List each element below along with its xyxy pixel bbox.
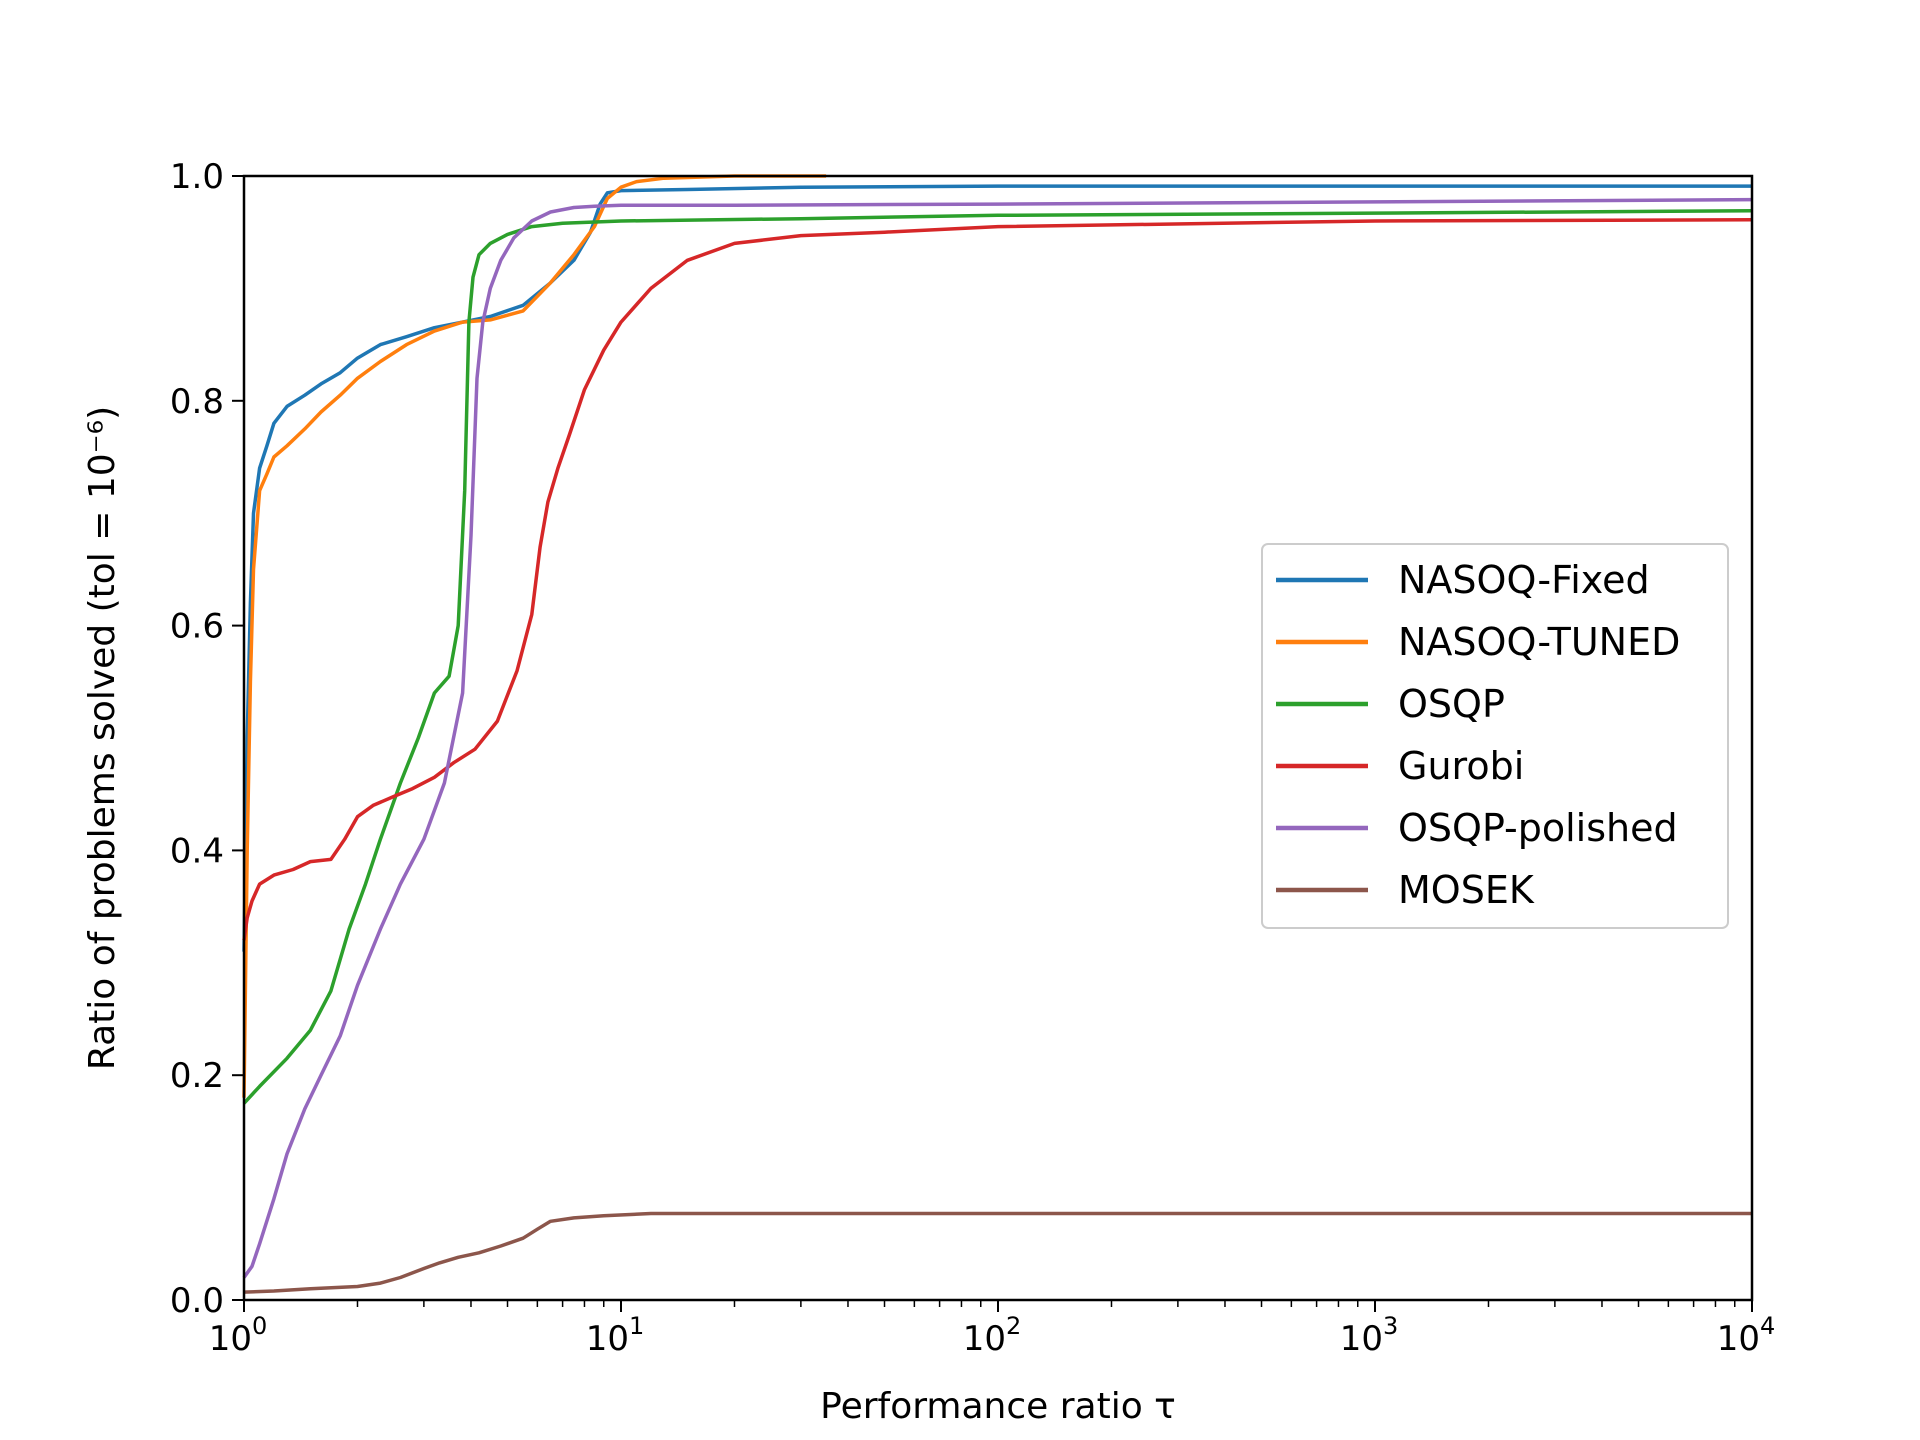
series-line-2	[242, 209, 1753, 1105]
y-tick-label-5: 1.0	[170, 157, 224, 197]
legend: NASOQ-Fixed NASOQ-TUNED OSQP Gurobi OSQP-pol…	[1261, 543, 1729, 929]
x-tick-base: 10	[1340, 1319, 1383, 1359]
series-line-1	[242, 174, 827, 1098]
x-tick-base: 10	[1717, 1319, 1760, 1359]
y-axis-label: Ratio of problems solved (tol = 10⁻⁶)	[82, 406, 123, 1070]
legend-label-1: NASOQ-TUNED	[1398, 620, 1680, 664]
y-tick-label-1: 0.2	[170, 1056, 224, 1096]
x-tick-exponent: 4	[1760, 1312, 1775, 1340]
x-tick-base: 10	[963, 1319, 1006, 1359]
x-tick-exponent: 3	[1383, 1312, 1398, 1340]
x-tick-base: 10	[586, 1319, 629, 1359]
legend-label-4: OSQP-polished	[1398, 806, 1678, 850]
x-axis-label: Performance ratio τ	[820, 1386, 1176, 1427]
x-tick-label-0: 100	[209, 1312, 268, 1359]
legend-label-2: OSQP	[1398, 682, 1505, 726]
x-tick-label-2: 102	[963, 1312, 1022, 1359]
series-line-0	[242, 184, 1752, 952]
series-layer	[242, 174, 1753, 1294]
x-tick-exponent: 1	[629, 1312, 644, 1340]
y-tick-label-3: 0.6	[170, 607, 224, 647]
x-tick-label-1: 101	[586, 1312, 645, 1359]
x-tick-exponent: 0	[252, 1312, 267, 1340]
x-tick-exponent: 2	[1006, 1312, 1021, 1340]
y-tick-label-4: 0.8	[170, 382, 224, 422]
series-line-4	[242, 197, 1753, 1279]
y-tick-label-2: 0.4	[170, 831, 224, 871]
legend-label-3: Gurobi	[1398, 744, 1524, 788]
legend-label-0: NASOQ-Fixed	[1398, 558, 1650, 602]
series-line-5	[243, 1211, 1752, 1294]
series-line-3	[242, 218, 1753, 941]
x-tick-label-4: 104	[1717, 1312, 1776, 1359]
legend-box	[1261, 543, 1729, 929]
legend-label-5: MOSEK	[1398, 868, 1535, 912]
x-tick-label-3: 103	[1340, 1312, 1399, 1359]
y-tick-label-0: 0.0	[170, 1281, 224, 1321]
x-tick-base: 10	[209, 1319, 252, 1359]
